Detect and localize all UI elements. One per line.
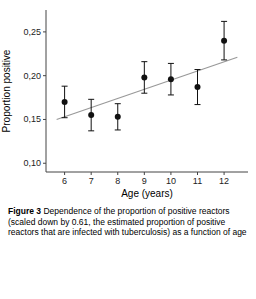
error-bar-cap [141,61,147,62]
data-point [88,112,94,118]
fit-line [57,57,238,119]
data-point [221,38,227,44]
plot-area [57,21,238,130]
data-point [168,76,174,82]
y-tick [43,75,46,76]
error-bar-cap [168,94,174,95]
data-point [195,84,201,90]
x-tick [224,172,225,175]
x-tick-label: 12 [219,176,229,186]
x-tick [197,172,198,175]
x-tick [64,172,65,175]
error-bar-cap [221,59,227,60]
error-bar-cap [221,21,227,22]
x-tick-label: 11 [193,176,202,186]
x-tick-label: 9 [142,176,147,186]
error-bar [88,99,94,131]
chart: 6 7 8 9 10 11 12 0,10 0,15 0,20 0,25 Age (years) Pro… [0,0,256,200]
y-tick [43,31,46,32]
error-bar [62,86,68,118]
caption: Figure 3 Dependence of the proportion of… [8,206,250,238]
error-bar-cap [195,104,201,105]
error-bar-cap [141,93,147,94]
y-tick [43,163,46,164]
x-tick [117,172,118,175]
y-tick-label: 0,10 [23,158,41,168]
error-bar-cap [62,86,68,87]
y-tick [43,119,46,120]
y-tick-label: 0,25 [23,27,41,37]
x-tick-label: 7 [89,176,94,186]
error-bar [115,104,121,130]
x-tick [170,172,171,175]
x-tick-label: 10 [166,176,176,186]
y-tick-label: 0,20 [23,71,41,81]
error-bar-cap [62,117,68,118]
x-tick [144,172,145,175]
y-tick-label: 0,15 [23,114,41,124]
error-bar [195,70,201,105]
data-point [62,99,68,105]
data-point [115,114,121,120]
error-bar-cap [88,130,94,131]
error-bar [221,21,227,60]
y-axis-label: Proportion positive [1,49,12,132]
error-bar [141,62,147,94]
error-bar-cap [115,103,121,104]
error-bar [168,63,174,95]
x-tick-label: 6 [62,176,67,186]
caption-text: Dependence of the proportion of positive… [8,206,247,237]
error-bar-cap [168,63,174,64]
error-bar-cap [115,129,121,130]
data-point [141,74,147,80]
x-tick-label: 8 [115,176,120,186]
error-bar-cap [88,99,94,100]
x-tick [91,172,92,175]
error-bar-cap [195,69,201,70]
x-axis-label: Age (years) [121,188,173,199]
y-axis-line [46,10,47,172]
x-axis-line [46,172,248,173]
caption-bold: Figure 3 [8,206,41,216]
